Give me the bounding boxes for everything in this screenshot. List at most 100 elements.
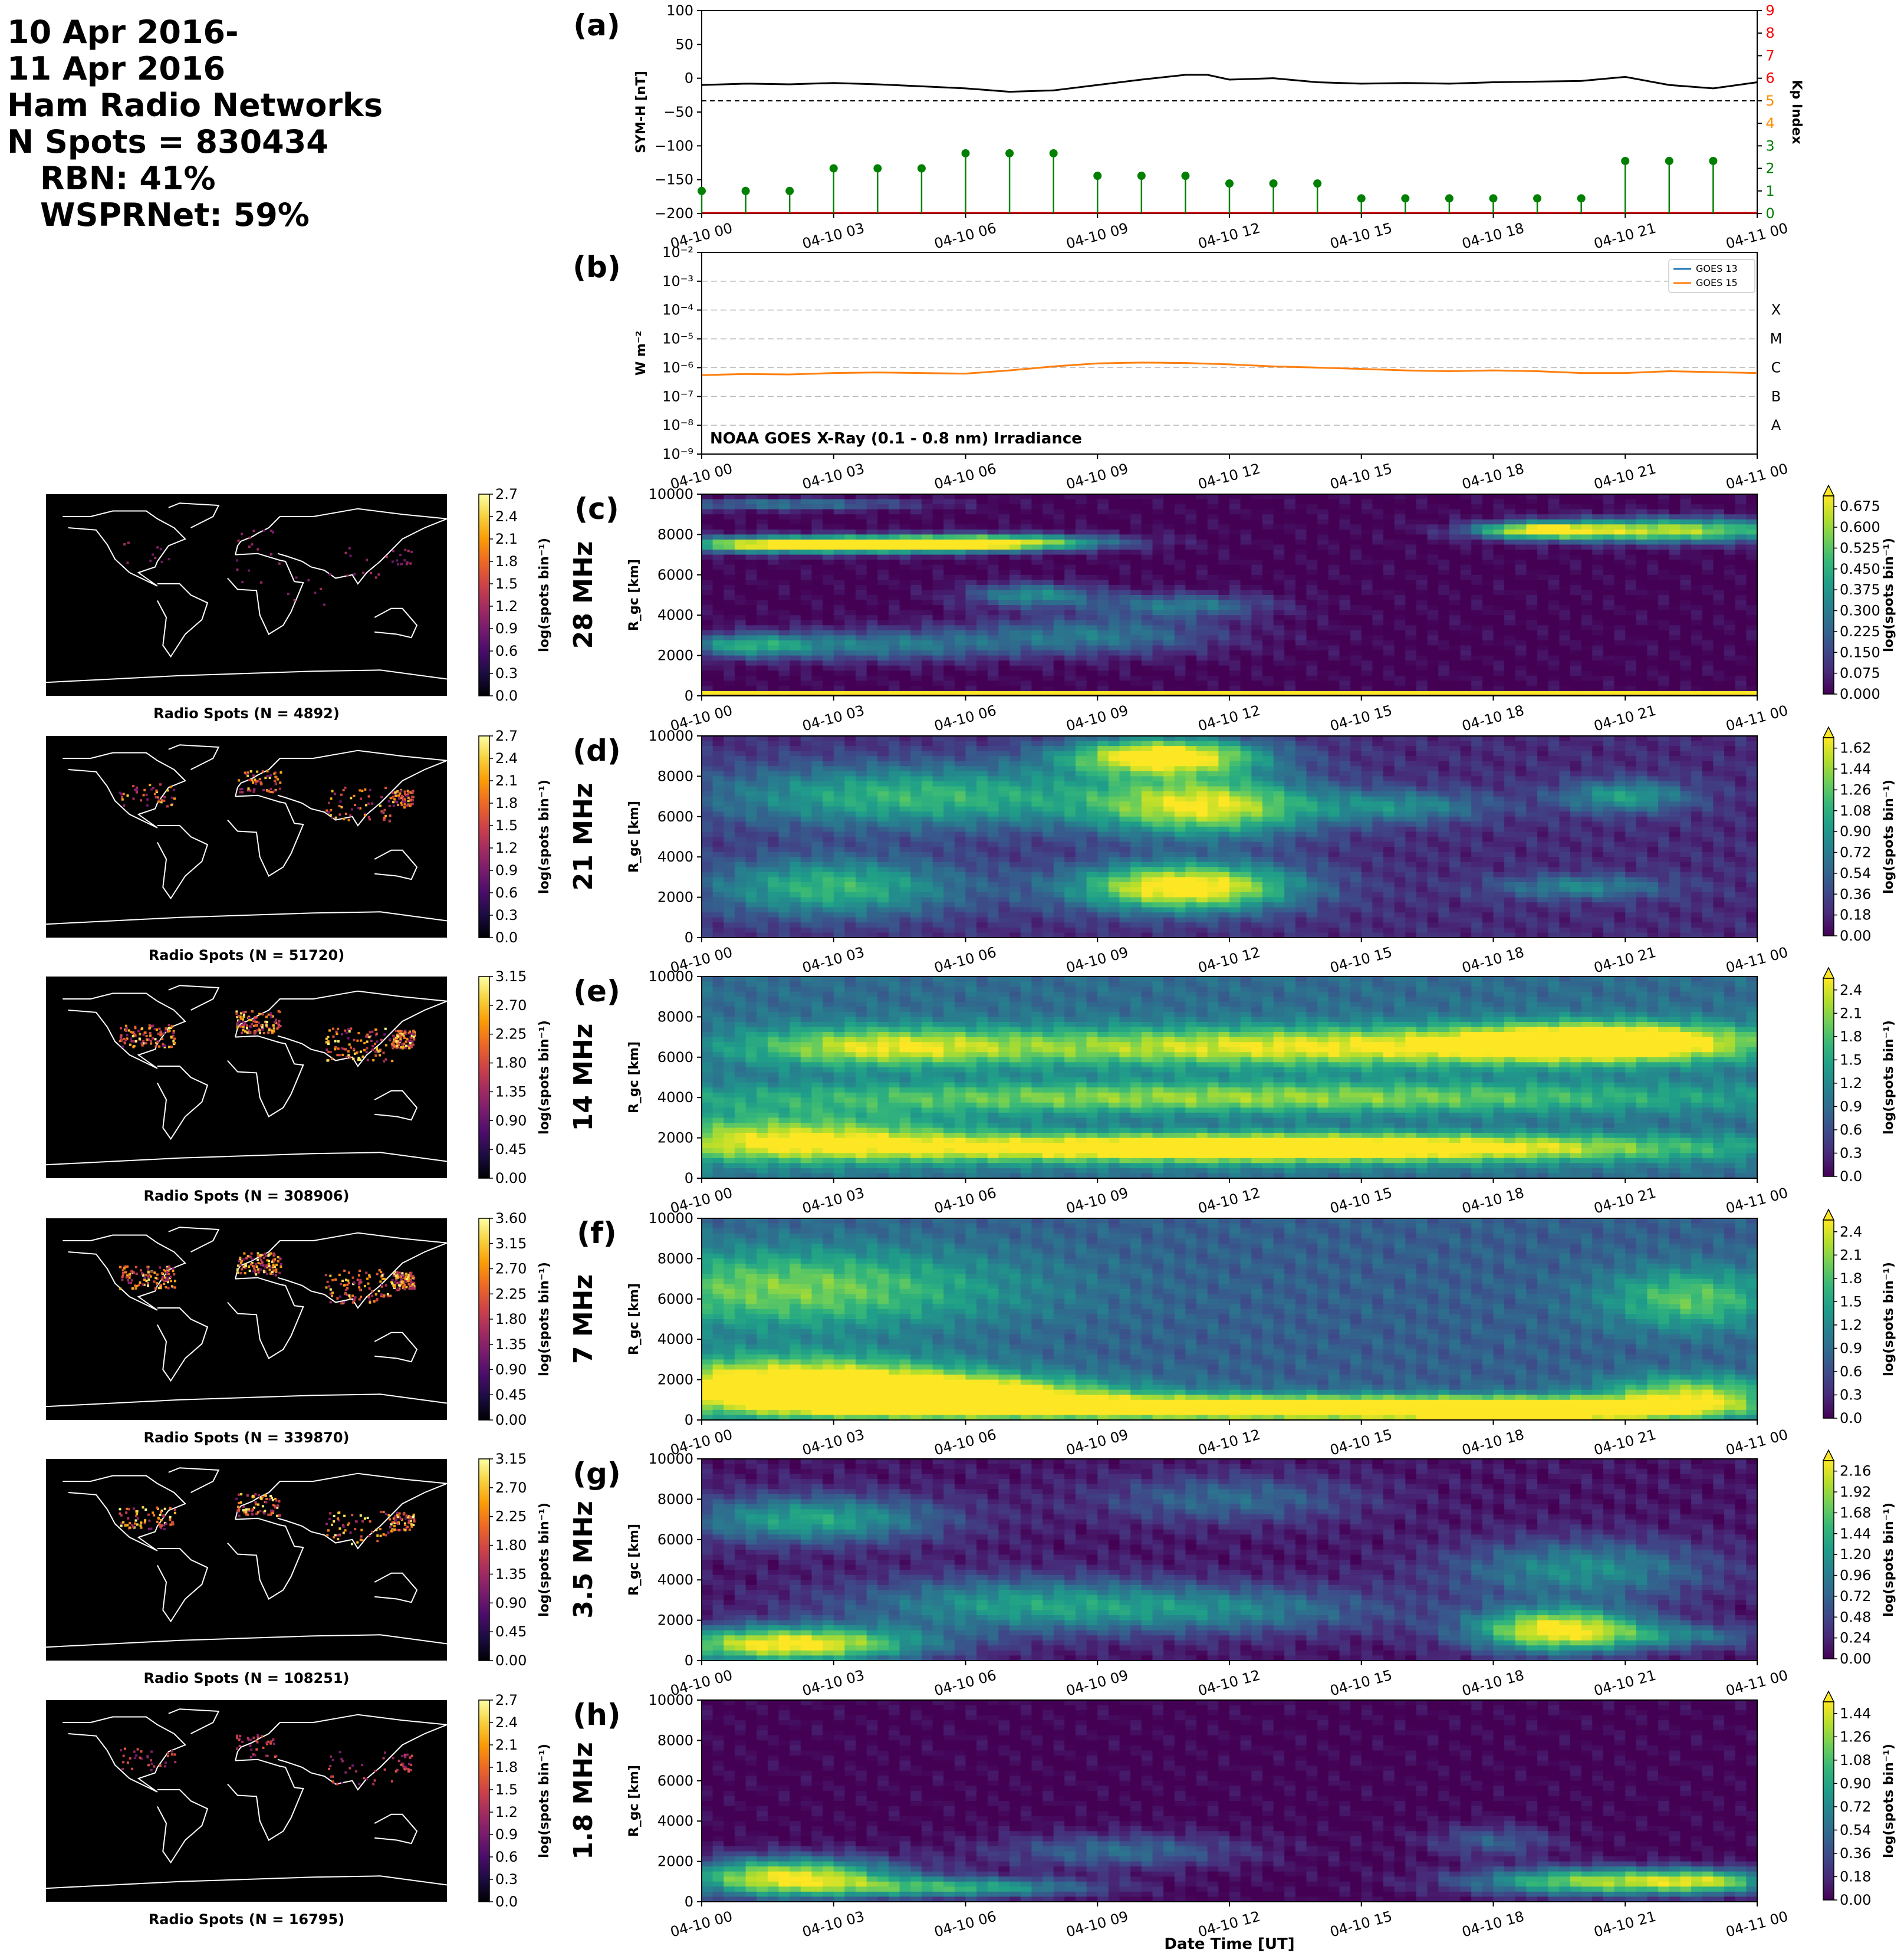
heatmap-cell: [955, 550, 966, 555]
heatmap-cell: [1328, 635, 1340, 640]
heatmap-cell: [1350, 509, 1362, 515]
heatmap-cell: [768, 922, 779, 928]
heatmap-cell: [1724, 509, 1735, 515]
heatmap-cell: [702, 842, 713, 847]
heatmap-cell: [812, 887, 823, 893]
heatmap-cell: [1372, 540, 1383, 545]
heatmap-cell: [976, 499, 988, 505]
heatmap-cell: [1713, 555, 1724, 560]
heatmap-cell: [1097, 630, 1109, 636]
heatmap-cell: [1438, 600, 1449, 606]
heatmap-cell: [702, 615, 713, 620]
heatmap-cell: [910, 776, 922, 781]
heatmap-cell: [735, 534, 746, 540]
heatmap-cell: [702, 670, 713, 676]
heatmap-cell: [1548, 504, 1560, 509]
heatmap-cell: [702, 595, 713, 600]
heatmap-cell: [1647, 595, 1659, 600]
heatmap-cell: [889, 570, 900, 575]
heatmap-cell: [1471, 640, 1482, 646]
heatmap-cell: [1185, 610, 1196, 616]
heatmap-cell: [724, 887, 735, 893]
heatmap-cell: [1504, 656, 1515, 661]
heatmap-cell: [1142, 625, 1153, 630]
heatmap-cell: [1295, 570, 1307, 575]
heatmap-cell: [1142, 666, 1153, 671]
heatmap-cell: [844, 801, 856, 807]
heatmap-cell: [1163, 650, 1175, 656]
heatmap-cell: [1636, 545, 1647, 550]
map-background: [46, 494, 447, 696]
heatmap-cell: [910, 650, 922, 656]
heatmap-cell: [1647, 520, 1659, 525]
heatmap-cell: [1724, 660, 1735, 666]
heatmap-cell: [1021, 630, 1032, 636]
heatmap-cell: [877, 787, 889, 792]
heatmap-cell: [844, 670, 856, 676]
heatmap-cell: [867, 857, 878, 862]
heatmap-cell: [988, 646, 999, 651]
heatmap-cell: [1461, 681, 1472, 686]
heatmap-cell: [1614, 681, 1626, 686]
heatmap-cell: [790, 817, 801, 822]
heatmap-cell: [1559, 646, 1570, 651]
map-spot: [278, 563, 281, 565]
heatmap-cell: [1076, 595, 1087, 600]
heatmap-cell: [1515, 676, 1527, 681]
heatmap-cell: [856, 791, 867, 797]
heatmap-cell: [1163, 560, 1175, 565]
heatmap-cell: [1185, 560, 1196, 565]
heatmap-cell: [1350, 520, 1362, 525]
heatmap-cell: [812, 862, 823, 867]
heatmap-cell: [702, 877, 713, 882]
heatmap-cell: [768, 912, 779, 918]
heatmap-cell: [1307, 504, 1318, 509]
heatmap-cell: [812, 807, 823, 812]
heatmap-cell: [1109, 610, 1120, 616]
map-spot: [257, 548, 259, 551]
heatmap-cell: [834, 494, 845, 499]
heatmap-cell: [1724, 610, 1735, 616]
heatmap-cell: [724, 530, 735, 535]
heatmap-cell: [1262, 580, 1274, 585]
heatmap-cell: [1416, 686, 1428, 691]
heatmap-cell: [1548, 635, 1560, 640]
heatmap-cell: [877, 832, 889, 837]
heatmap-cell: [1031, 555, 1043, 560]
heatmap-cell: [943, 585, 955, 590]
heatmap-cell: [1482, 524, 1494, 530]
heatmap-cell: [768, 852, 779, 857]
heatmap-cell: [1054, 520, 1065, 525]
heatmap-cell: [1340, 600, 1351, 606]
heatmap-cell: [1614, 620, 1626, 626]
heatmap-cell: [867, 630, 878, 636]
heatmap-cell: [889, 560, 900, 565]
heatmap-cell: [1625, 666, 1636, 671]
heatmap-cell: [724, 746, 735, 751]
heatmap-cell: [1372, 530, 1383, 535]
heatmap-cell: [834, 741, 845, 747]
heatmap-cell: [1428, 565, 1439, 570]
heatmap-cell: [1284, 575, 1295, 580]
heatmap-cell: [1054, 524, 1065, 530]
heatmap-cell: [812, 847, 823, 852]
heatmap-cell: [988, 575, 999, 580]
heatmap-cell: [976, 504, 988, 509]
heatmap-cell: [834, 918, 845, 923]
heatmap-cell: [889, 776, 900, 781]
heatmap-cell: [1471, 524, 1482, 530]
heatmap-cell: [1229, 570, 1241, 575]
heatmap-cell: [910, 686, 922, 691]
heatmap-cell: [801, 892, 812, 898]
colorbar-tick-label: 0.150: [1840, 644, 1880, 660]
heatmap-cell: [779, 656, 790, 661]
heatmap-cell: [1295, 600, 1307, 606]
heatmap-cell: [768, 499, 779, 505]
map-spot: [252, 530, 255, 532]
heatmap-cell: [724, 832, 735, 837]
heatmap-cell: [1208, 660, 1219, 666]
heatmap-cell: [900, 807, 911, 812]
heatmap-cell: [1449, 524, 1461, 530]
heatmap-cell: [1054, 514, 1065, 520]
heatmap-cell: [1076, 625, 1087, 630]
